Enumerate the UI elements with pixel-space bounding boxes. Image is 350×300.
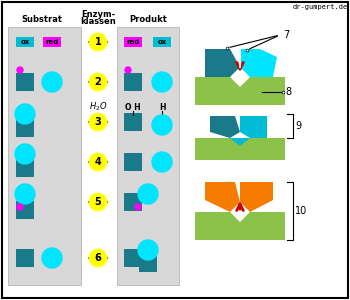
FancyBboxPatch shape <box>43 37 61 47</box>
Circle shape <box>42 248 62 268</box>
Circle shape <box>89 33 107 51</box>
Text: 9: 9 <box>295 121 301 131</box>
FancyBboxPatch shape <box>16 159 34 177</box>
FancyBboxPatch shape <box>124 193 142 211</box>
Circle shape <box>17 204 23 210</box>
FancyBboxPatch shape <box>16 37 34 47</box>
Circle shape <box>89 153 107 171</box>
FancyBboxPatch shape <box>153 37 171 47</box>
FancyBboxPatch shape <box>195 212 285 240</box>
Text: 8: 8 <box>285 87 291 97</box>
Text: $H_2O$: $H_2O$ <box>89 101 107 113</box>
Polygon shape <box>240 116 267 138</box>
Circle shape <box>138 240 158 260</box>
Polygon shape <box>240 49 277 77</box>
Text: 7: 7 <box>283 30 289 40</box>
FancyBboxPatch shape <box>16 119 34 137</box>
Text: H: H <box>159 103 165 112</box>
Text: 6: 6 <box>94 253 101 263</box>
Circle shape <box>17 67 23 73</box>
Circle shape <box>89 113 107 131</box>
Text: ox: ox <box>158 39 167 45</box>
Text: Substrat: Substrat <box>21 15 63 24</box>
FancyBboxPatch shape <box>2 2 348 298</box>
Polygon shape <box>240 182 273 212</box>
Text: Produkt: Produkt <box>129 15 167 24</box>
Circle shape <box>15 104 35 124</box>
FancyBboxPatch shape <box>124 113 142 131</box>
Circle shape <box>89 193 107 211</box>
Circle shape <box>135 204 141 210</box>
FancyBboxPatch shape <box>117 27 179 285</box>
Polygon shape <box>205 182 240 212</box>
Circle shape <box>89 73 107 91</box>
Circle shape <box>152 72 172 92</box>
Text: O H: O H <box>125 103 141 112</box>
FancyBboxPatch shape <box>195 77 285 105</box>
FancyBboxPatch shape <box>16 73 34 91</box>
Text: 5: 5 <box>94 197 101 207</box>
Circle shape <box>125 67 131 73</box>
Text: klassen: klassen <box>80 17 116 26</box>
FancyBboxPatch shape <box>195 138 285 160</box>
Text: red: red <box>126 39 140 45</box>
Text: dr-gumpert.de: dr-gumpert.de <box>293 4 348 10</box>
Circle shape <box>15 184 35 204</box>
Circle shape <box>152 115 172 135</box>
Circle shape <box>152 152 172 172</box>
Text: 2: 2 <box>94 77 101 87</box>
Text: 1: 1 <box>94 37 101 47</box>
Polygon shape <box>205 49 240 77</box>
FancyBboxPatch shape <box>124 249 142 267</box>
Circle shape <box>138 184 158 204</box>
Circle shape <box>42 72 62 92</box>
FancyBboxPatch shape <box>124 37 142 47</box>
Circle shape <box>15 144 35 164</box>
FancyBboxPatch shape <box>16 201 34 219</box>
Polygon shape <box>230 212 250 222</box>
Text: 3: 3 <box>94 117 101 127</box>
Text: red: red <box>45 39 59 45</box>
Polygon shape <box>230 77 250 87</box>
Polygon shape <box>210 116 240 138</box>
FancyBboxPatch shape <box>139 254 157 272</box>
Circle shape <box>89 249 107 267</box>
Text: 10: 10 <box>295 206 307 216</box>
FancyBboxPatch shape <box>124 153 142 171</box>
FancyBboxPatch shape <box>8 27 81 285</box>
Polygon shape <box>230 138 250 146</box>
Text: Enzym-: Enzym- <box>81 10 115 19</box>
Text: 4: 4 <box>94 157 101 167</box>
FancyBboxPatch shape <box>124 73 142 91</box>
FancyBboxPatch shape <box>16 249 34 267</box>
Text: ox: ox <box>20 39 30 45</box>
